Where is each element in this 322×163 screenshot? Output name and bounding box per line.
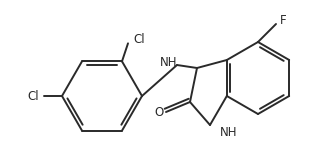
Text: Cl: Cl [133,33,145,46]
Text: Cl: Cl [27,89,39,103]
Text: NH: NH [160,55,178,68]
Text: O: O [154,106,164,119]
Text: F: F [280,15,287,28]
Text: NH: NH [220,126,238,140]
